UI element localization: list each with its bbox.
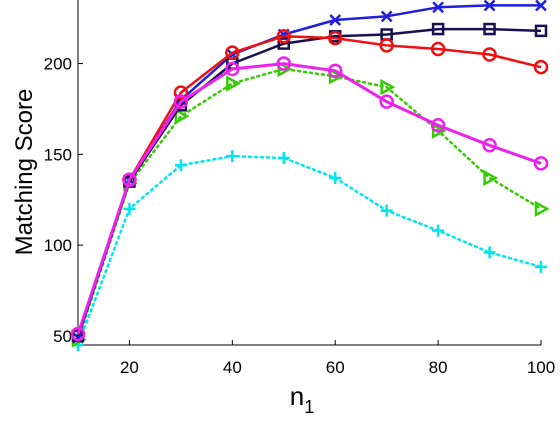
x-axis-label: n1	[290, 381, 314, 417]
data-point	[70, 326, 86, 342]
y-tick-label: 150	[44, 145, 72, 164]
data-point	[430, 118, 446, 133]
data-point	[533, 59, 549, 75]
y-tick-label: 50	[53, 327, 72, 346]
series-line	[76, 62, 542, 335]
data-point	[329, 171, 342, 184]
data-point	[482, 47, 497, 62]
data-point	[277, 60, 293, 78]
x-tick-label: 100	[527, 358, 555, 377]
series-1	[72, 150, 547, 351]
data-point	[226, 75, 241, 92]
data-point	[225, 61, 240, 77]
data-point	[225, 45, 240, 60]
data-point	[432, 224, 445, 237]
data-point	[483, 22, 496, 36]
data-point	[226, 150, 239, 163]
data-point	[276, 56, 292, 71]
data-point	[432, 1, 444, 14]
data-point	[483, 246, 496, 259]
axes: 20 40 60 80 100 50 100 150 200	[44, 0, 555, 377]
series-6	[70, 56, 549, 342]
y-axis-label: Matching Score	[11, 89, 38, 256]
x-tick-label: 20	[120, 358, 139, 377]
data-point	[379, 94, 394, 109]
data-point	[122, 172, 137, 188]
data-point	[483, 0, 496, 12]
data-point	[174, 159, 187, 172]
y-tick-label: 200	[44, 55, 72, 74]
data-point	[328, 68, 344, 85]
data-point	[277, 151, 290, 164]
series-line	[76, 27, 542, 337]
data-point	[173, 94, 189, 109]
data-point	[123, 202, 136, 215]
data-point	[534, 24, 548, 38]
data-point	[483, 169, 499, 187]
x-tick-label: 60	[326, 358, 345, 377]
data-point	[380, 204, 393, 217]
x-tick-label: 80	[429, 358, 448, 377]
y-tick-label: 100	[44, 236, 72, 255]
series-line	[76, 67, 543, 341]
series-5	[70, 29, 549, 342]
data-point	[482, 138, 497, 153]
data-point	[276, 29, 292, 44]
data-point	[173, 85, 189, 100]
data-point	[430, 41, 446, 57]
x-tick-label: 40	[223, 358, 242, 377]
series-line	[76, 35, 542, 335]
data-point	[535, 0, 547, 12]
data-point	[277, 37, 291, 50]
series-2	[71, 60, 550, 348]
series-line	[76, 154, 543, 347]
data-point	[329, 14, 342, 26]
data-point	[327, 63, 343, 79]
series-layer	[70, 0, 550, 351]
data-point	[379, 38, 394, 53]
data-point	[174, 108, 190, 125]
data-point	[431, 122, 447, 139]
data-point	[327, 30, 343, 46]
series-line	[76, 4, 541, 339]
data-point	[533, 156, 549, 171]
x-axis-label-subscript: 1	[304, 397, 314, 417]
data-point	[534, 200, 550, 217]
data-point	[380, 10, 393, 23]
data-point	[535, 260, 547, 273]
data-point	[380, 79, 396, 96]
data-point	[431, 22, 445, 36]
x-axis-label-main: n	[290, 381, 304, 411]
